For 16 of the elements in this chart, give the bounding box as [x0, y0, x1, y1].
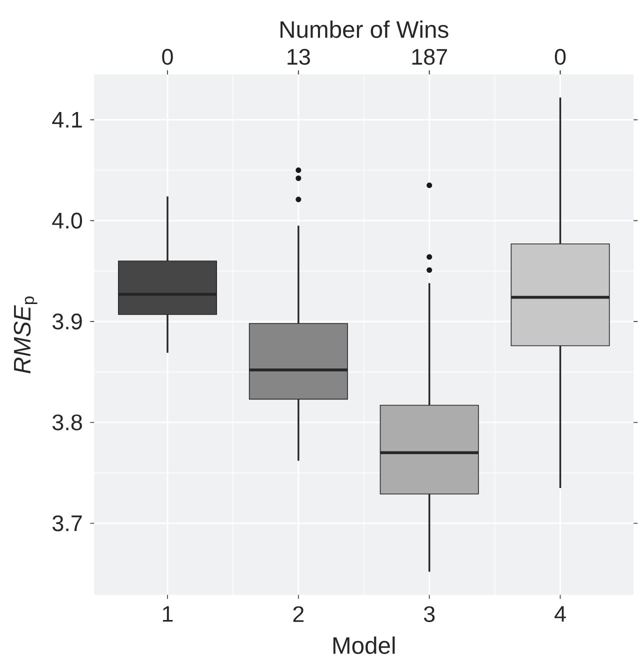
text: 0: [162, 48, 173, 65]
y-tick-label: 4.1: [52, 112, 82, 128]
y-tick-label: 4.0: [52, 212, 82, 229]
x-tick-label: 1: [162, 606, 173, 622]
x2-axis-title: Number of Wins: [280, 20, 448, 38]
x-tick-label: 2: [293, 606, 304, 622]
x-tick-label: 3: [424, 606, 435, 622]
text: 187: [412, 48, 447, 65]
x-axis-title: Model: [333, 636, 395, 654]
y-tick-label: 3.8: [52, 414, 82, 430]
y-tick-label: 3.9: [52, 314, 82, 330]
y-axis-title: RMSE$_{p}$: [14, 296, 38, 374]
text: 13: [288, 48, 310, 65]
x-tick-label: 4: [554, 606, 566, 622]
y-tick-label: 3.7: [52, 515, 82, 532]
text: 0: [554, 48, 566, 65]
